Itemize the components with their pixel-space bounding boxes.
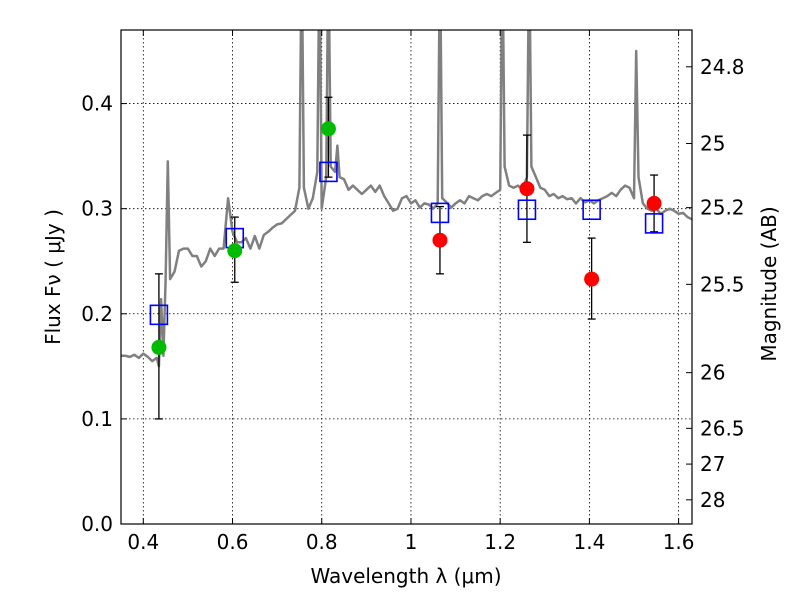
point-layer (151, 121, 662, 355)
model-box (149, 304, 169, 326)
green-point (151, 339, 167, 355)
right-tick-label: 28 (700, 488, 725, 512)
right-tick-label: 26 (700, 361, 725, 385)
x-tick-label: 0.8 (306, 530, 338, 554)
model-box (582, 199, 601, 221)
spectrum-line (121, 30, 692, 368)
green-point (320, 121, 336, 137)
y-tick-label: 0.1 (81, 407, 113, 431)
red-point (646, 195, 662, 211)
right-tick-label: 27 (700, 452, 725, 476)
errorbar-layer (154, 96, 659, 420)
y-tick-label: 0.3 (81, 197, 113, 221)
x-axis-title: Wavelength λ (μm) (310, 564, 501, 588)
y-tick-label: 0.0 (81, 512, 113, 536)
red-point (432, 232, 448, 248)
grid-lines (121, 30, 692, 525)
plot-frame (120, 29, 693, 525)
x-tick-label: 1.4 (573, 530, 605, 554)
model-box (430, 202, 450, 224)
model-box (644, 213, 664, 234)
model-box-layer (149, 161, 664, 326)
red-point (584, 271, 600, 287)
red-point (519, 181, 535, 197)
x-tick-label: 0.6 (217, 530, 249, 554)
y-axis-title: Flux Fν ( μJy ) (41, 209, 65, 345)
right-axis-title: Magnitude (AB) (757, 206, 781, 361)
tick-layer: 0.4 0.6 0.8 1 1.2 1.4 1.6 0.0 0.1 0.2 0.3 0.4 24.8 25… (81, 30, 745, 554)
y-tick-label: 0.4 (81, 92, 113, 116)
x-tick-label: 1.6 (663, 530, 695, 554)
x-tick-label: 1.2 (484, 530, 516, 554)
right-tick-label: 24.8 (700, 55, 745, 79)
model-box (319, 161, 338, 183)
right-tick-label: 25.5 (700, 272, 745, 296)
x-tick-label: 1 (405, 530, 418, 554)
x-tick-label: 0.4 (127, 530, 159, 554)
green-point (227, 243, 243, 259)
right-tick-label: 25.2 (700, 196, 745, 220)
model-box (517, 199, 537, 221)
y-tick-label: 0.2 (81, 302, 113, 326)
spectrum-layer (121, 30, 692, 368)
right-tick-label: 25 (700, 132, 725, 156)
right-tick-label: 26.5 (700, 416, 745, 440)
